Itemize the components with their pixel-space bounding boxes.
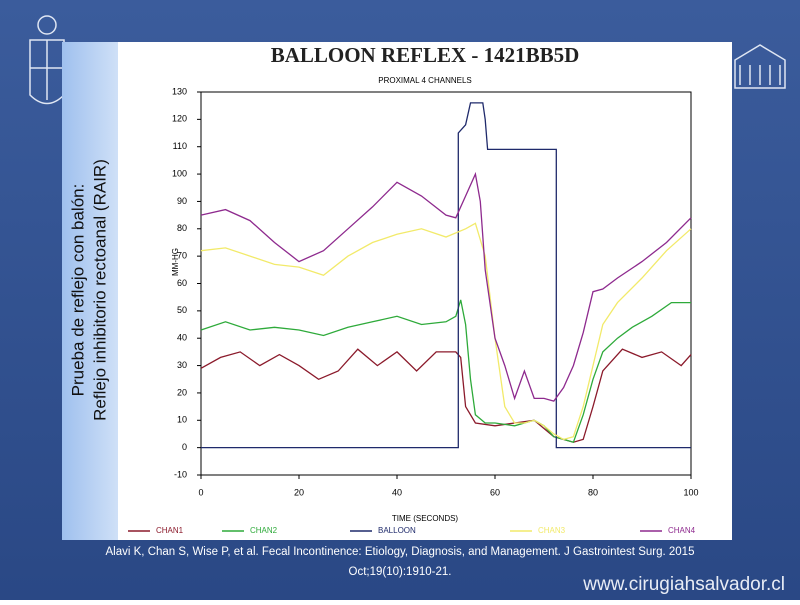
- x-tick-label: 20: [294, 487, 304, 497]
- chart-title: BALLOON REFLEX - 1421BB5D: [271, 43, 580, 67]
- y-tick-label: 30: [177, 360, 187, 370]
- series-line: [200, 171, 692, 402]
- y-tick-label: 100: [172, 168, 187, 178]
- y-tick-label: 130: [172, 86, 187, 96]
- series-line: [200, 299, 691, 443]
- side-text-line: Prueba de reflejo con balón:: [68, 184, 87, 397]
- y-tick-label: 50: [177, 305, 187, 315]
- legend-label: BALLOON: [378, 526, 416, 535]
- chart-subtitle: PROXIMAL 4 CHANNELS: [378, 76, 472, 85]
- logo-right: [734, 44, 786, 89]
- legend-label: CHAN1: [156, 526, 184, 535]
- side-text-line: Reflejo inhibitorio rectoanal (RAIR): [90, 159, 109, 421]
- y-tick-label: 120: [172, 114, 187, 124]
- y-tick-label: -10: [174, 469, 187, 479]
- series-line: [200, 222, 692, 441]
- y-tick-label: 90: [177, 196, 187, 206]
- y-tick-label: 0: [182, 442, 187, 452]
- chart-panel: [118, 42, 732, 540]
- y-tick-label: 20: [177, 387, 187, 397]
- legend-label: CHAN4: [668, 526, 696, 535]
- x-tick-label: 80: [588, 487, 598, 497]
- side-strip: [62, 42, 118, 540]
- legend-label: CHAN2: [250, 526, 278, 535]
- y-tick-label: 110: [173, 141, 187, 151]
- legend-label: CHAN3: [538, 526, 566, 535]
- y-tick-label: 40: [177, 333, 187, 343]
- citation: Alavi K, Chan S, Wise P, et al. Fecal In…: [106, 546, 695, 558]
- x-tick-label: 100: [683, 487, 698, 497]
- x-tick-label: 0: [198, 487, 203, 497]
- x-tick-label: 40: [392, 487, 402, 497]
- y-tick-label: 80: [177, 223, 187, 233]
- citation: Oct;19(10):1910-21.: [349, 566, 452, 578]
- x-tick-label: 60: [490, 487, 500, 497]
- series-line: [201, 102, 691, 449]
- y-tick-label: 60: [177, 278, 187, 288]
- plot: -10 0 10 20 30 40 50 60 70 80 90 100 110 120 130 0 20 40 6…: [172, 86, 699, 497]
- website: www.cirugiahsalvador.cl: [582, 574, 785, 595]
- y-tick-label: 10: [177, 415, 187, 425]
- y-axis-label: MM-HG: [171, 248, 180, 276]
- x-axis-label: TIME (SECONDS): [392, 514, 459, 523]
- y-tick-label: 70: [177, 251, 187, 261]
- side-text: Prueba de reflejo con balón: Reflejo inh…: [68, 159, 109, 421]
- series-line: [200, 348, 692, 443]
